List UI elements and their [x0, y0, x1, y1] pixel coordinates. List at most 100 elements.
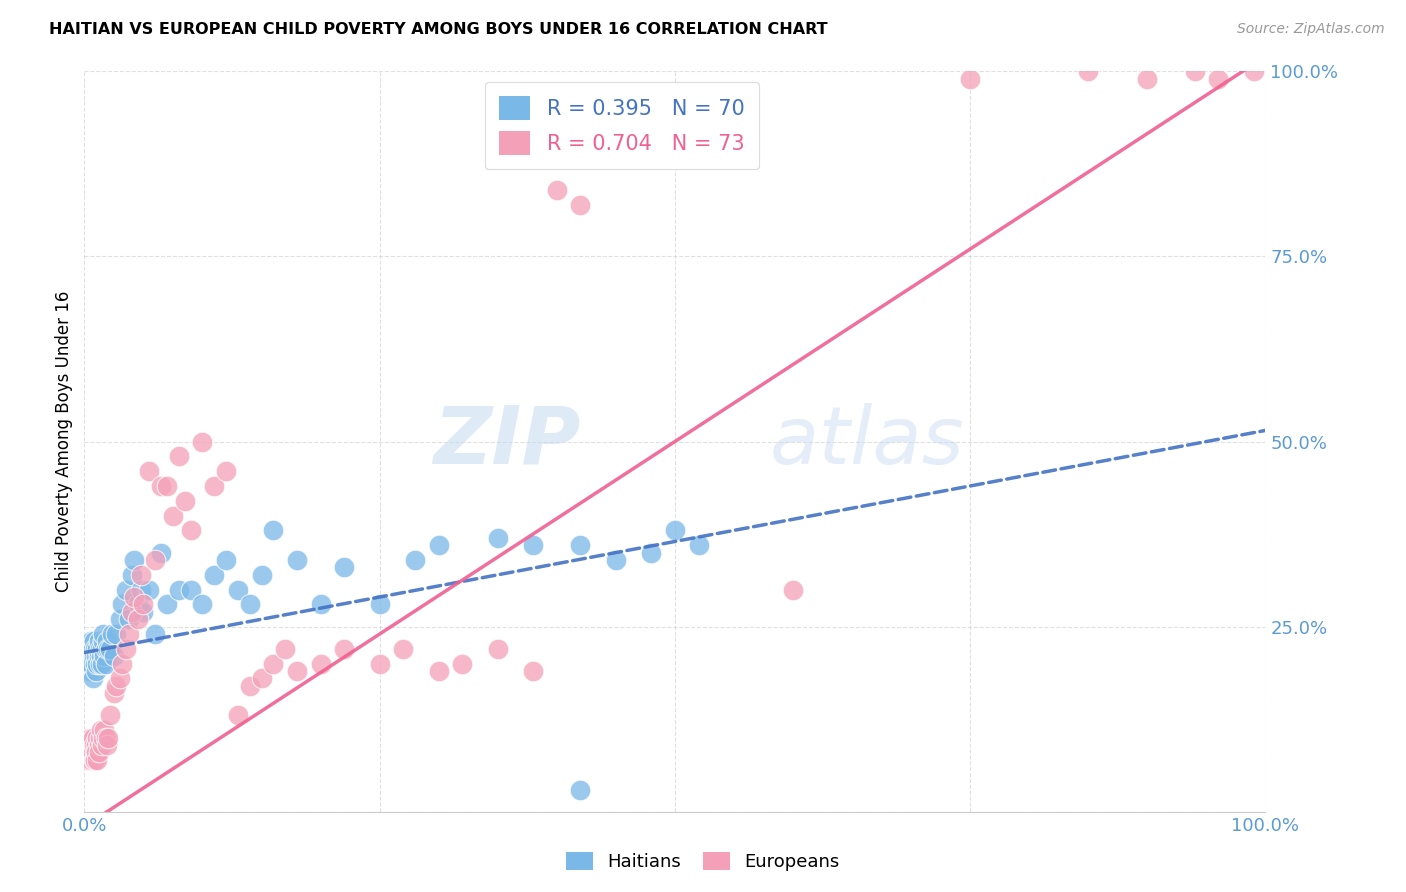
Point	[309, 598, 332, 612]
Point	[156, 479, 179, 493]
Point	[309, 657, 332, 671]
Point	[150, 546, 173, 560]
Point	[93, 723, 115, 738]
Point	[89, 731, 111, 745]
Point	[226, 708, 249, 723]
Point	[90, 723, 112, 738]
Point	[98, 708, 121, 723]
Legend: Haitians, Europeans: Haitians, Europeans	[560, 845, 846, 879]
Point	[392, 641, 415, 656]
Point	[77, 641, 100, 656]
Point	[97, 731, 120, 745]
Point	[262, 657, 284, 671]
Point	[486, 641, 509, 656]
Point	[105, 627, 128, 641]
Point	[1136, 71, 1159, 86]
Point	[77, 753, 100, 767]
Point	[215, 464, 238, 478]
Point	[87, 649, 110, 664]
Point	[486, 531, 509, 545]
Point	[121, 605, 143, 619]
Y-axis label: Child Poverty Among Boys Under 16: Child Poverty Among Boys Under 16	[55, 291, 73, 592]
Point	[167, 450, 190, 464]
Point	[1077, 64, 1099, 78]
Point	[82, 746, 104, 760]
Point	[79, 649, 101, 664]
Point	[122, 590, 145, 604]
Point	[103, 686, 125, 700]
Point	[127, 598, 149, 612]
Point	[82, 672, 104, 686]
Point	[87, 738, 110, 752]
Point	[162, 508, 184, 523]
Point	[285, 664, 308, 678]
Point	[132, 605, 155, 619]
Point	[427, 538, 450, 552]
Point	[451, 657, 474, 671]
Point	[404, 553, 426, 567]
Point	[333, 560, 356, 574]
Point	[94, 641, 117, 656]
Point	[118, 627, 141, 641]
Point	[91, 657, 114, 671]
Point	[87, 634, 110, 648]
Text: ZIP: ZIP	[433, 402, 581, 481]
Point	[640, 546, 662, 560]
Point	[84, 657, 107, 671]
Point	[80, 738, 103, 752]
Point	[333, 641, 356, 656]
Point	[91, 731, 114, 745]
Point	[87, 746, 110, 760]
Point	[82, 641, 104, 656]
Point	[173, 493, 195, 508]
Point	[79, 664, 101, 678]
Point	[274, 641, 297, 656]
Point	[98, 641, 121, 656]
Point	[89, 657, 111, 671]
Point	[103, 649, 125, 664]
Point	[143, 553, 166, 567]
Point	[83, 634, 105, 648]
Point	[250, 672, 273, 686]
Point	[84, 746, 107, 760]
Point	[100, 627, 122, 641]
Point	[202, 567, 225, 582]
Point	[127, 612, 149, 626]
Point	[91, 627, 114, 641]
Point	[427, 664, 450, 678]
Point	[150, 479, 173, 493]
Point	[77, 738, 100, 752]
Point	[96, 634, 118, 648]
Point	[156, 598, 179, 612]
Text: atlas: atlas	[769, 402, 965, 481]
Point	[105, 679, 128, 693]
Point	[121, 567, 143, 582]
Point	[91, 634, 114, 648]
Point	[84, 664, 107, 678]
Point	[83, 649, 105, 664]
Point	[86, 657, 108, 671]
Point	[138, 582, 160, 597]
Point	[97, 641, 120, 656]
Point	[79, 731, 101, 745]
Point	[108, 612, 131, 626]
Point	[132, 598, 155, 612]
Point	[546, 183, 568, 197]
Point	[83, 738, 105, 752]
Point	[89, 641, 111, 656]
Point	[688, 538, 710, 552]
Text: Source: ZipAtlas.com: Source: ZipAtlas.com	[1237, 22, 1385, 37]
Point	[782, 582, 804, 597]
Point	[143, 627, 166, 641]
Point	[569, 538, 592, 552]
Point	[605, 553, 627, 567]
Point	[202, 479, 225, 493]
Point	[84, 746, 107, 760]
Point	[76, 746, 98, 760]
Point	[191, 598, 214, 612]
Point	[122, 553, 145, 567]
Point	[262, 524, 284, 538]
Point	[569, 197, 592, 211]
Point	[79, 746, 101, 760]
Point	[86, 753, 108, 767]
